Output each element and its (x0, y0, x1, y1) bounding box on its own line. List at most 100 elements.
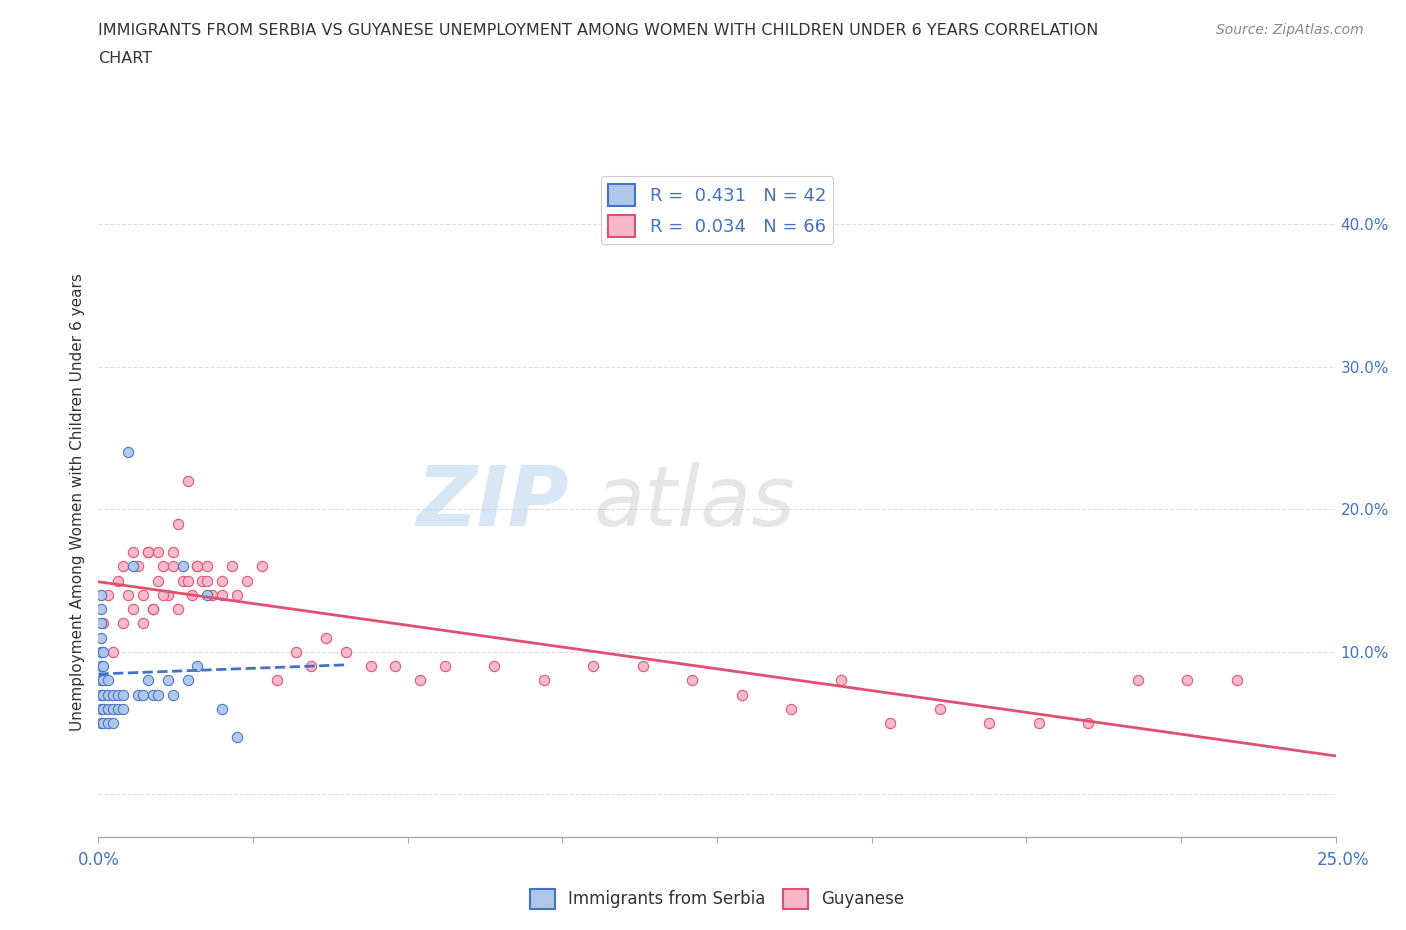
Point (93, 616, 115, 631)
Point (90, 687, 112, 702)
Text: CHART: CHART (98, 51, 152, 66)
Point (93, 644, 115, 659)
Point (112, 701, 135, 716)
Point (90, 644, 112, 659)
Text: ZIP: ZIP (416, 461, 568, 543)
Point (162, 559, 184, 574)
Point (97, 588, 120, 603)
Point (226, 730, 249, 745)
Y-axis label: Unemployment Among Women with Children Under 6 years: Unemployment Among Women with Children U… (69, 273, 84, 731)
Point (122, 545, 145, 560)
Point (433, 658, 456, 673)
Point (681, 672, 703, 687)
Point (780, 701, 803, 716)
Point (176, 672, 198, 687)
Point (315, 631, 337, 645)
Point (221, 559, 243, 574)
Point (211, 588, 233, 603)
Text: IMMIGRANTS FROM SERBIA VS GUYANESE UNEMPLOYMENT AMONG WOMEN WITH CHILDREN UNDER : IMMIGRANTS FROM SERBIA VS GUYANESE UNEMP… (98, 23, 1099, 38)
Point (236, 573, 259, 588)
Legend: Immigrants from Serbia, Guyanese: Immigrants from Serbia, Guyanese (523, 882, 911, 916)
Point (172, 559, 194, 574)
Point (136, 672, 159, 687)
Point (226, 588, 249, 603)
Point (195, 573, 218, 588)
Point (103, 715, 125, 730)
Point (176, 573, 198, 588)
Point (186, 559, 208, 574)
Point (1077, 715, 1099, 730)
Point (112, 687, 135, 702)
Point (335, 644, 357, 659)
Point (132, 616, 155, 631)
Point (90, 616, 112, 631)
Point (156, 588, 179, 603)
Point (93, 701, 115, 716)
Point (1175, 672, 1198, 687)
Text: 25.0%: 25.0% (1316, 851, 1369, 870)
Point (103, 644, 125, 659)
Point (186, 559, 208, 574)
Point (146, 687, 169, 702)
Point (93, 672, 115, 687)
Point (93, 715, 115, 730)
Point (166, 602, 188, 617)
Point (97, 672, 120, 687)
Point (360, 658, 382, 673)
Point (93, 658, 115, 673)
Point (90, 602, 112, 617)
Point (731, 687, 754, 702)
Point (127, 687, 149, 702)
Point (142, 602, 165, 617)
Point (93, 687, 115, 702)
Point (195, 559, 218, 574)
Point (533, 672, 555, 687)
Point (384, 658, 406, 673)
Point (122, 559, 145, 574)
Point (1226, 672, 1249, 687)
Point (181, 588, 204, 603)
Point (90, 658, 112, 673)
Point (484, 658, 506, 673)
Point (146, 573, 169, 588)
Point (266, 672, 288, 687)
Point (132, 687, 155, 702)
Point (299, 658, 322, 673)
Point (162, 545, 184, 560)
Point (107, 701, 129, 716)
Point (1126, 672, 1149, 687)
Point (172, 573, 194, 588)
Point (191, 573, 214, 588)
Point (1028, 715, 1050, 730)
Point (136, 545, 159, 560)
Point (146, 545, 169, 560)
Text: atlas: atlas (593, 461, 794, 543)
Point (90, 631, 112, 645)
Point (90, 715, 112, 730)
Point (103, 701, 125, 716)
Point (97, 687, 120, 702)
Point (132, 588, 155, 603)
Point (631, 658, 654, 673)
Point (117, 445, 139, 459)
Point (979, 715, 1001, 730)
Text: 0.0%: 0.0% (77, 851, 120, 870)
Point (201, 588, 224, 603)
Point (409, 672, 432, 687)
Text: Source: ZipAtlas.com: Source: ZipAtlas.com (1216, 23, 1364, 37)
Point (136, 545, 159, 560)
Point (107, 687, 129, 702)
Point (112, 559, 135, 574)
Point (97, 715, 120, 730)
Point (166, 516, 188, 531)
Point (127, 559, 149, 574)
Point (186, 658, 208, 673)
Point (90, 701, 112, 716)
Point (156, 672, 179, 687)
Point (103, 687, 125, 702)
Point (97, 701, 120, 716)
Point (122, 602, 145, 617)
Point (112, 616, 135, 631)
Point (250, 559, 273, 574)
Point (211, 701, 233, 716)
